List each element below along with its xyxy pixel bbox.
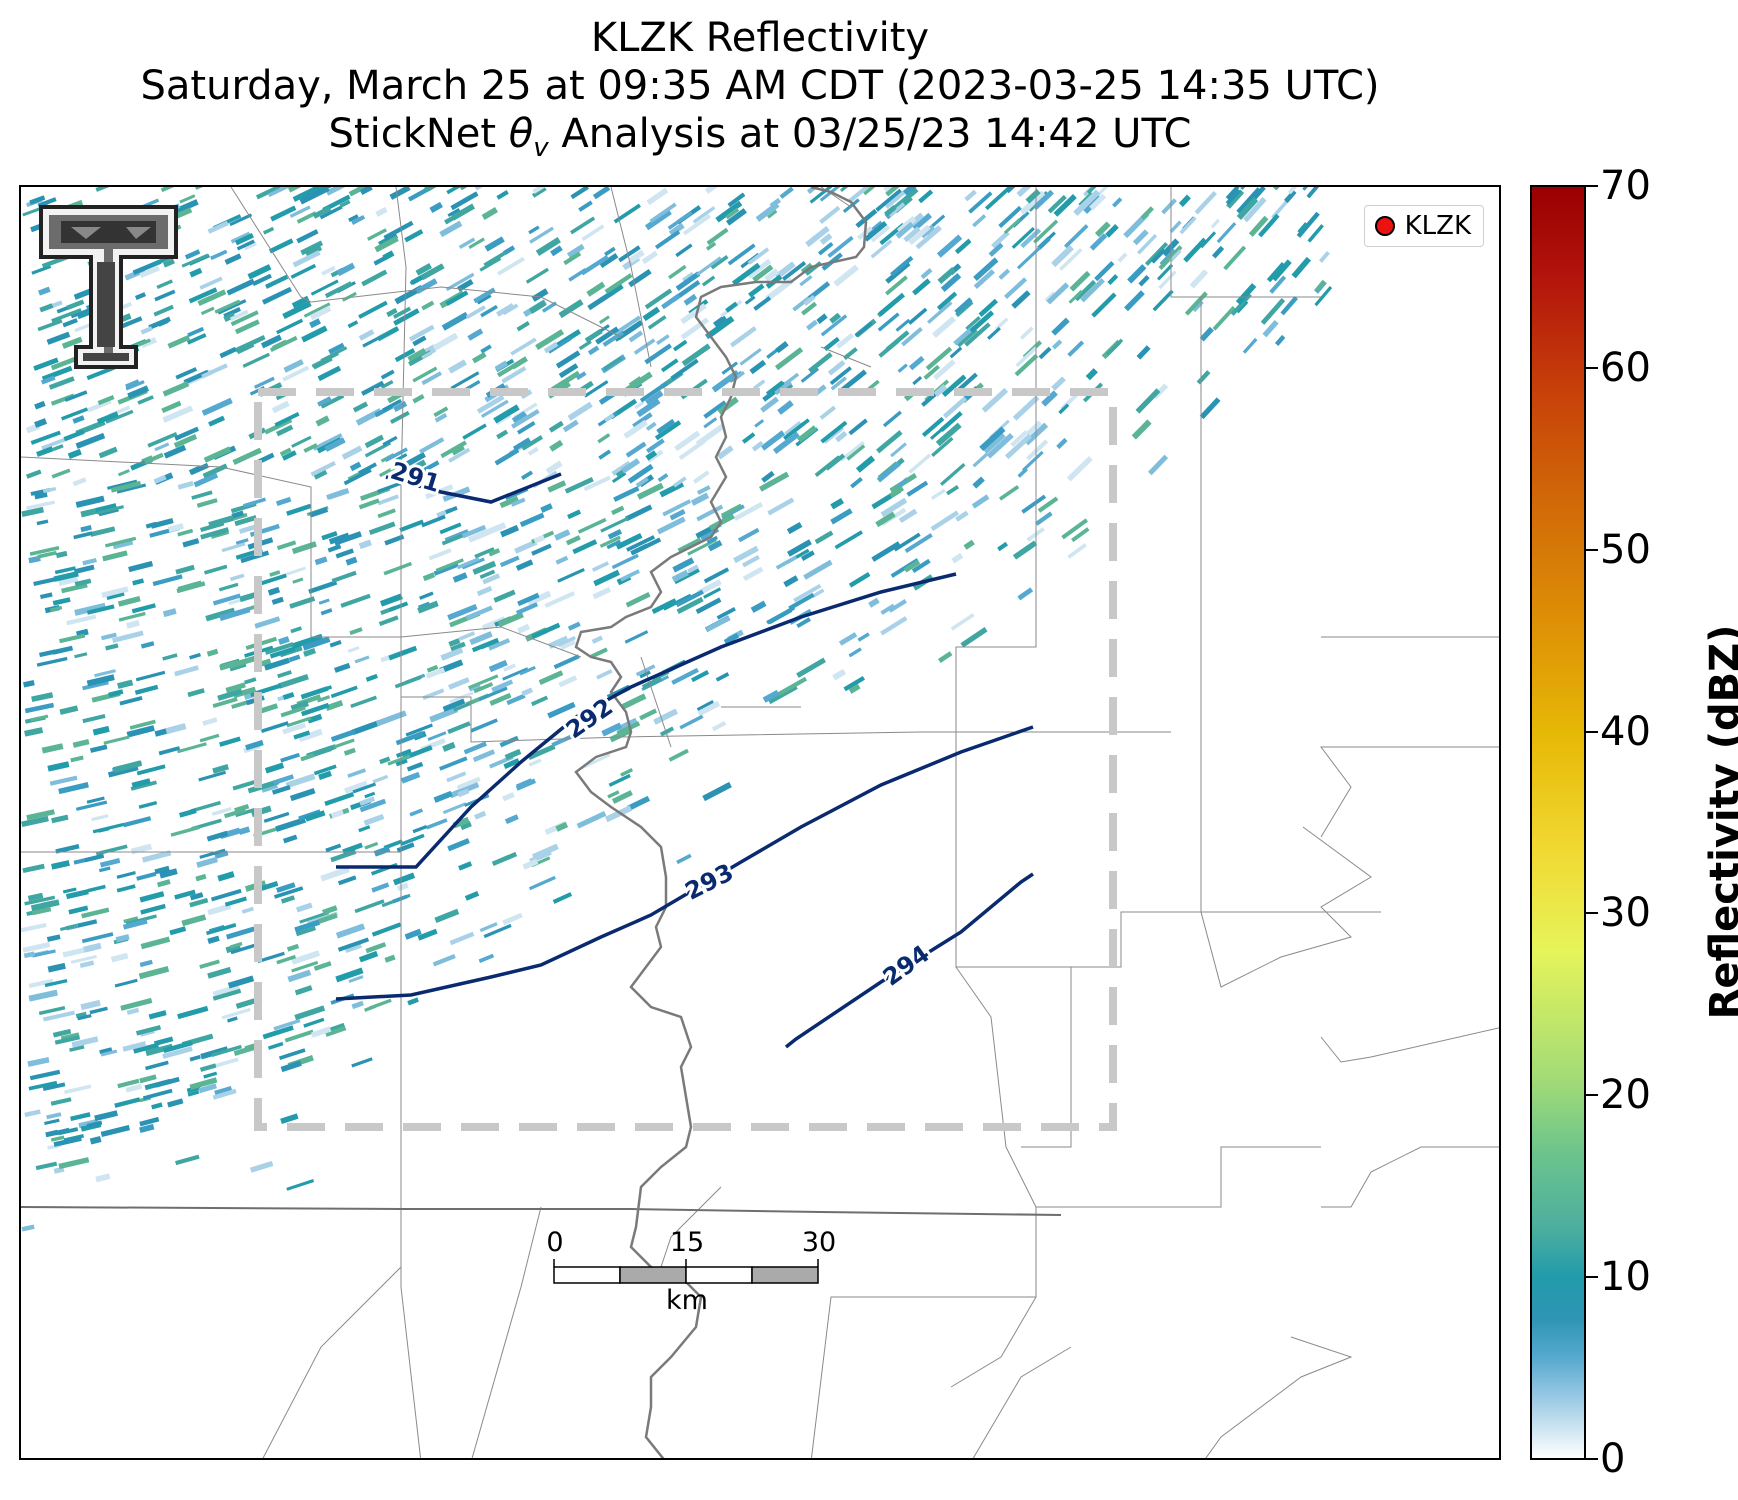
title-line-2: Saturday, March 25 at 09:35 AM CDT (2023…	[140, 63, 1380, 109]
colorbar-tick-label: 60	[1600, 344, 1651, 391]
colorbar-tick-mark	[1586, 912, 1598, 915]
theta-v-contours	[335, 472, 1034, 1049]
colorbar-tick-mark	[1586, 730, 1598, 733]
theta-subscript: v	[533, 133, 549, 163]
radar-site-marker-icon	[1374, 216, 1395, 236]
theta-symbol: θ	[508, 111, 534, 157]
colorbar-tick-label: 70	[1600, 163, 1651, 209]
radar-map[interactable]: 291 292 293 294 KLZK 0 15 30	[19, 185, 1501, 1460]
colorbar-label: Reflectivity (dBZ)	[1702, 624, 1738, 1020]
scale-tick-0: 0	[546, 1227, 564, 1258]
scale-unit: km	[666, 1285, 708, 1316]
contour-label-293: 293	[681, 858, 738, 906]
colorbar-tick-mark	[1586, 1458, 1598, 1460]
analysis-domain-box	[254, 388, 1117, 1131]
contour-label-294: 294	[878, 939, 935, 991]
river	[574, 187, 868, 1458]
colorbar-tick-label: 0	[1600, 1436, 1626, 1482]
colorbar-tick-mark	[1586, 548, 1598, 551]
contour-291	[385, 472, 562, 504]
colorbar	[1530, 185, 1586, 1460]
contour-292	[336, 572, 957, 869]
texas-tech-logo-icon	[39, 205, 178, 369]
scale-tick-15: 15	[669, 1227, 705, 1258]
map-canvas: 291 292 293 294	[21, 187, 1499, 1458]
colorbar-tick-label: 10	[1600, 1254, 1651, 1301]
title-line-1: KLZK Reflectivity	[590, 15, 930, 61]
scale-bar	[553, 1259, 819, 1284]
colorbar-tick-mark	[1586, 366, 1598, 369]
legend: KLZK	[1363, 205, 1484, 247]
legend-label: KLZK	[1404, 211, 1471, 241]
county-boundaries	[21, 187, 1499, 1458]
scale-tick-30: 30	[801, 1227, 837, 1258]
title-line-3: StickNet θv Analysis at 03/25/23 14:42 U…	[328, 111, 1192, 163]
colorbar-tick-mark	[1586, 1276, 1598, 1279]
contour-294	[784, 872, 1034, 1049]
colorbar-tick-label: 20	[1600, 1072, 1651, 1119]
contour-293	[335, 725, 1034, 1001]
reflectivity-echoes	[21, 187, 1333, 1232]
colorbar-tick-label: 50	[1600, 526, 1651, 573]
colorbar-tick-label: 30	[1600, 890, 1651, 937]
colorbar-tick-mark	[1586, 185, 1598, 187]
state-boundary	[21, 1206, 1062, 1216]
colorbar-tick-mark	[1586, 1094, 1598, 1097]
colorbar-tick-label: 40	[1600, 708, 1651, 755]
